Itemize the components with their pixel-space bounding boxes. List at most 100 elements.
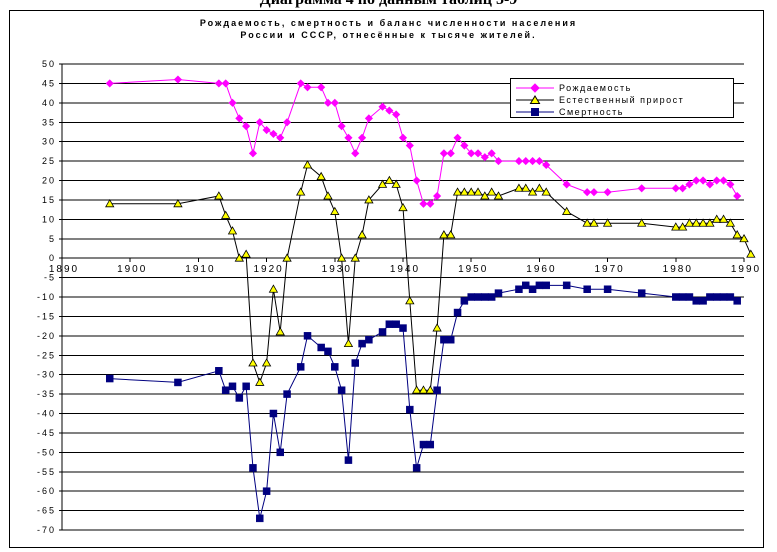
series-0-point-8 — [255, 118, 264, 127]
series-0-point-47 — [583, 188, 592, 197]
legend-item-birth: Рождаемость — [511, 82, 733, 94]
x-tick-label-1: 1900 — [117, 264, 147, 275]
series-1-point-18 — [336, 253, 347, 262]
series-1-point-1 — [173, 198, 183, 208]
series-2-point-33 — [446, 335, 455, 344]
x-tick-label-3: 1920 — [253, 264, 283, 275]
series-0-point-49 — [603, 188, 612, 197]
series-1-point-39 — [486, 187, 497, 196]
series-2-point-47 — [583, 285, 591, 293]
series-2-point-26 — [399, 324, 407, 332]
series-0-point-39 — [487, 149, 496, 158]
series-2-point-55 — [706, 293, 714, 301]
series-2-point-18 — [337, 386, 346, 394]
series-2-point-48 — [603, 285, 612, 293]
series-0-point-41 — [514, 157, 524, 166]
series-1-point-57 — [712, 214, 722, 223]
legend-item-growth: Естественный прирост — [511, 94, 733, 106]
legend-label-growth: Естественный прирост — [559, 95, 685, 105]
series-0-point-42 — [521, 157, 530, 166]
x-tick-label-5: 1940 — [390, 264, 420, 275]
series-1-point-16 — [323, 191, 333, 200]
series-1-point-2 — [214, 191, 224, 200]
series-2-point-32 — [440, 335, 448, 344]
series-0-point-52 — [678, 184, 687, 193]
series-2-point-46 — [562, 281, 571, 290]
series-1-point-22 — [364, 195, 374, 204]
series-0-point-45 — [542, 160, 551, 170]
series-2-point-7 — [249, 464, 257, 472]
series-0-point-15 — [317, 83, 326, 92]
series-0-point-1 — [173, 75, 183, 84]
series-0-point-38 — [480, 153, 489, 162]
series-1-point-46 — [561, 206, 572, 215]
series-0-point-36 — [467, 149, 476, 158]
series-0-point-26 — [398, 133, 408, 142]
series-0-point-13 — [296, 79, 305, 88]
legend-item-death: Смертность — [511, 106, 733, 118]
series-0-point-19 — [344, 133, 353, 142]
y-tick-label-15: -25 — [37, 350, 56, 360]
x-tick-label-2: 1910 — [185, 264, 215, 275]
y-tick-label-9: 5 — [49, 234, 56, 244]
series-0-point-11 — [276, 133, 285, 142]
series-2-point-4 — [228, 382, 237, 391]
series-1-point-10 — [268, 284, 279, 293]
series-0-point-46 — [562, 180, 571, 189]
series-2-point-44 — [535, 281, 544, 290]
series-1-point-28 — [411, 385, 422, 394]
series-1-point-20 — [350, 253, 360, 262]
series-0-point-12 — [282, 118, 292, 127]
series-2-point-17 — [331, 363, 339, 371]
series-2-point-50 — [672, 293, 680, 301]
series-0-point-10 — [269, 129, 278, 138]
series-2-point-20 — [351, 359, 360, 367]
series-2-point-24 — [385, 320, 394, 328]
series-1-point-60 — [732, 230, 742, 239]
series-0-point-30 — [426, 199, 435, 208]
series-1-point-43 — [527, 187, 538, 196]
y-tick-label-18: -40 — [37, 409, 56, 419]
series-1-point-61 — [739, 233, 749, 243]
legend-label-death: Смертность — [559, 107, 624, 117]
y-tick-label-20: -50 — [37, 447, 56, 457]
series-2-point-43 — [528, 285, 537, 293]
series-2-point-45 — [542, 281, 550, 290]
series-2-point-11 — [276, 448, 284, 457]
series-1-point-41 — [514, 183, 524, 192]
y-tick-label-13: -15 — [37, 311, 56, 321]
y-tick-label-2: 40 — [42, 98, 56, 108]
series-1-point-50 — [637, 218, 647, 227]
y-tick-label-8: 10 — [42, 214, 56, 224]
series-2-point-6 — [242, 382, 250, 391]
series-2-point-51 — [678, 293, 687, 301]
series-1-point-27 — [405, 296, 415, 305]
y-tick-label-0: 50 — [42, 59, 56, 69]
series-2-point-38 — [481, 293, 489, 301]
y-tick-label-4: 30 — [42, 137, 56, 147]
series-2-point-41 — [515, 285, 523, 293]
series-1-point-29 — [418, 385, 429, 394]
series-0-point-6 — [242, 122, 251, 131]
series-2-point-52 — [685, 293, 694, 301]
series-2-point-34 — [453, 308, 462, 317]
series-1-point-32 — [439, 230, 449, 239]
series-2-point-30 — [426, 440, 435, 449]
y-tick-label-7: 15 — [42, 195, 56, 205]
series-2-point-22 — [365, 335, 373, 344]
series-1-point-55 — [698, 218, 708, 227]
series-0-point-18 — [337, 122, 346, 131]
series-2-point-31 — [433, 386, 441, 394]
series-1-point-53 — [684, 218, 695, 227]
series-1-point-23 — [377, 179, 388, 188]
series-0-point-21 — [358, 133, 367, 142]
chart-frame — [9, 10, 764, 548]
series-0-point-50 — [637, 184, 646, 193]
series-0-point-33 — [446, 149, 455, 158]
series-2-point-37 — [474, 293, 482, 301]
y-tick-label-17: -35 — [37, 389, 56, 399]
series-2-point-16 — [324, 347, 332, 356]
series-0-point-29 — [419, 199, 428, 208]
x-tick-label-9: 1980 — [663, 264, 693, 275]
series-0-point-43 — [528, 157, 537, 166]
